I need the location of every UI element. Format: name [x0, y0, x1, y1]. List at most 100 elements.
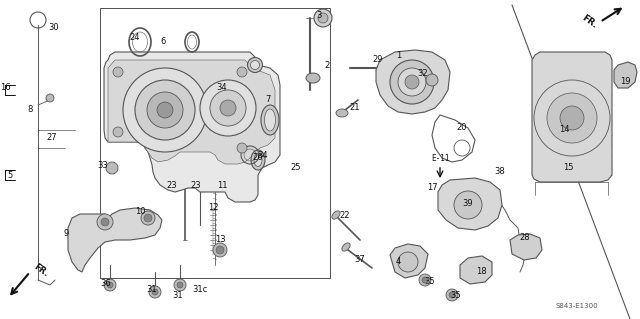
Text: 4: 4 — [396, 257, 401, 266]
Text: 3: 3 — [316, 11, 322, 19]
Circle shape — [213, 243, 227, 257]
Circle shape — [449, 292, 455, 298]
Text: 36: 36 — [100, 278, 111, 287]
Circle shape — [390, 60, 434, 104]
Text: 15: 15 — [563, 164, 573, 173]
Circle shape — [104, 279, 116, 291]
Ellipse shape — [251, 150, 265, 170]
Circle shape — [152, 289, 158, 295]
Circle shape — [426, 74, 438, 86]
Ellipse shape — [248, 57, 262, 72]
Circle shape — [422, 277, 428, 283]
Circle shape — [405, 75, 419, 89]
Circle shape — [237, 67, 247, 77]
Text: 1: 1 — [396, 50, 402, 60]
Text: 31: 31 — [173, 292, 183, 300]
Ellipse shape — [254, 153, 262, 167]
Ellipse shape — [336, 109, 348, 117]
Circle shape — [454, 191, 482, 219]
Text: 7: 7 — [266, 95, 271, 105]
Text: 22: 22 — [340, 211, 350, 220]
Circle shape — [398, 68, 426, 96]
Circle shape — [446, 289, 458, 301]
Text: 26: 26 — [253, 153, 263, 162]
Circle shape — [141, 211, 155, 225]
Text: E-11: E-11 — [431, 154, 449, 163]
Circle shape — [149, 286, 161, 298]
Text: 27: 27 — [47, 133, 58, 143]
Text: 38: 38 — [495, 167, 506, 176]
Circle shape — [144, 214, 152, 222]
Ellipse shape — [318, 13, 328, 23]
Circle shape — [200, 80, 256, 136]
Text: 35: 35 — [425, 278, 435, 286]
Text: 11: 11 — [217, 181, 227, 189]
Circle shape — [106, 162, 118, 174]
Circle shape — [177, 282, 183, 288]
Text: 34: 34 — [258, 151, 268, 160]
Text: 14: 14 — [559, 125, 569, 135]
Polygon shape — [532, 52, 612, 182]
Text: 24: 24 — [130, 33, 140, 41]
Circle shape — [97, 214, 113, 230]
Text: 13: 13 — [214, 235, 225, 244]
Ellipse shape — [261, 105, 279, 135]
Ellipse shape — [250, 61, 259, 70]
Text: 23: 23 — [166, 182, 177, 190]
Circle shape — [101, 218, 109, 226]
Text: 30: 30 — [49, 23, 60, 32]
Circle shape — [147, 92, 183, 128]
Text: 10: 10 — [135, 207, 145, 217]
Circle shape — [210, 90, 246, 126]
Polygon shape — [108, 60, 275, 164]
Circle shape — [560, 106, 584, 130]
Text: 32: 32 — [418, 70, 428, 78]
Text: FR.: FR. — [580, 14, 598, 30]
Circle shape — [174, 279, 186, 291]
Ellipse shape — [314, 9, 332, 27]
Circle shape — [157, 102, 173, 118]
Circle shape — [113, 67, 123, 77]
Circle shape — [220, 100, 236, 116]
Ellipse shape — [342, 243, 350, 251]
Text: 28: 28 — [520, 233, 531, 241]
Circle shape — [123, 68, 207, 152]
Text: 34: 34 — [217, 83, 227, 92]
Circle shape — [107, 282, 113, 288]
Text: 16: 16 — [0, 84, 10, 93]
Text: 39: 39 — [463, 199, 474, 209]
Text: 29: 29 — [372, 56, 383, 64]
Text: 6: 6 — [160, 38, 166, 47]
Polygon shape — [376, 50, 450, 114]
Polygon shape — [510, 234, 542, 260]
Text: 33: 33 — [98, 160, 108, 169]
Text: 12: 12 — [208, 204, 218, 212]
Polygon shape — [460, 256, 492, 284]
Polygon shape — [438, 178, 502, 230]
Polygon shape — [614, 62, 637, 88]
Text: 31c: 31c — [193, 286, 207, 294]
Text: 17: 17 — [427, 183, 437, 192]
Circle shape — [419, 274, 431, 286]
Circle shape — [113, 127, 123, 137]
Circle shape — [398, 252, 418, 272]
Circle shape — [135, 80, 195, 140]
Text: FR.: FR. — [32, 262, 50, 278]
Ellipse shape — [264, 109, 275, 131]
Text: 21: 21 — [349, 103, 360, 113]
Text: 25: 25 — [291, 164, 301, 173]
Bar — [100, 8, 330, 278]
Text: 35: 35 — [451, 292, 461, 300]
Text: 20: 20 — [457, 123, 467, 132]
Text: S843-E1300: S843-E1300 — [555, 303, 598, 309]
Circle shape — [216, 246, 224, 254]
Text: 19: 19 — [620, 78, 630, 86]
Text: 9: 9 — [63, 228, 68, 238]
Text: 37: 37 — [355, 256, 365, 264]
Text: 8: 8 — [28, 106, 33, 115]
Circle shape — [237, 143, 247, 153]
Text: 2: 2 — [324, 61, 330, 70]
Text: 23: 23 — [191, 182, 202, 190]
Text: 31: 31 — [147, 286, 157, 294]
Polygon shape — [68, 208, 162, 272]
